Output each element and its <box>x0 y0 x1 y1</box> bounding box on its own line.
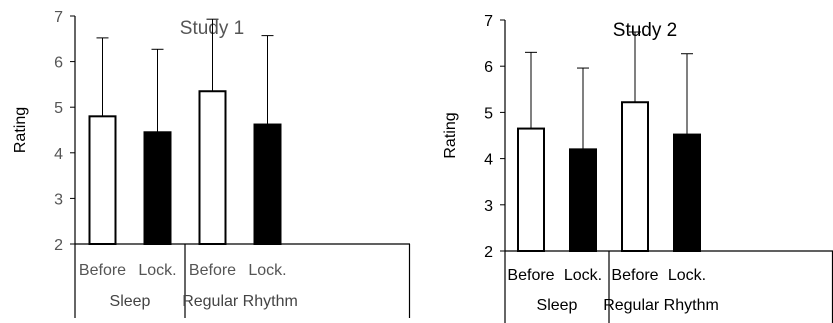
y-tick-label: 4 <box>54 146 63 163</box>
group-label: Sleep <box>537 297 578 314</box>
bar-label: Before <box>79 262 126 279</box>
bar-label: Lock. <box>668 267 706 284</box>
bar <box>569 148 597 252</box>
y-axis-label: Rating <box>442 112 459 158</box>
y-tick-label: 7 <box>54 9 63 26</box>
y-tick-label: 2 <box>54 237 63 254</box>
y-tick-label: 5 <box>54 100 63 117</box>
bar <box>517 127 545 253</box>
bar <box>198 90 227 245</box>
y-tick-label: 7 <box>484 13 493 30</box>
bar <box>621 101 649 252</box>
y-axis-label: Rating <box>12 107 29 153</box>
y-tick-label: 5 <box>484 105 493 122</box>
group-label: Regular Rhythm <box>603 297 719 314</box>
bar-label: Lock. <box>138 262 176 279</box>
y-tick-label: 6 <box>484 59 493 76</box>
bar-label: Before <box>507 267 554 284</box>
group-label: Sleep <box>110 293 151 310</box>
bar <box>88 115 117 245</box>
y-tick-label: 4 <box>484 152 493 169</box>
bar <box>673 133 701 253</box>
y-tick-label: 3 <box>54 191 63 208</box>
y-tick-label: 3 <box>484 198 493 215</box>
bar-label: Lock. <box>564 267 602 284</box>
bar <box>143 131 172 245</box>
bar-label: Before <box>611 267 658 284</box>
chart-title: Study 2 <box>613 20 677 41</box>
y-tick-label: 2 <box>484 244 493 261</box>
y-tick-label: 6 <box>54 55 63 72</box>
group-label: Regular Rhythm <box>182 293 298 310</box>
bar-label: Lock. <box>248 262 286 279</box>
chart-study-2: Study 2 Rating 2 3 4 5 6 7 Before Lock. Before Lo… <box>442 13 833 323</box>
bar-label: Before <box>189 262 236 279</box>
bar <box>253 123 282 245</box>
